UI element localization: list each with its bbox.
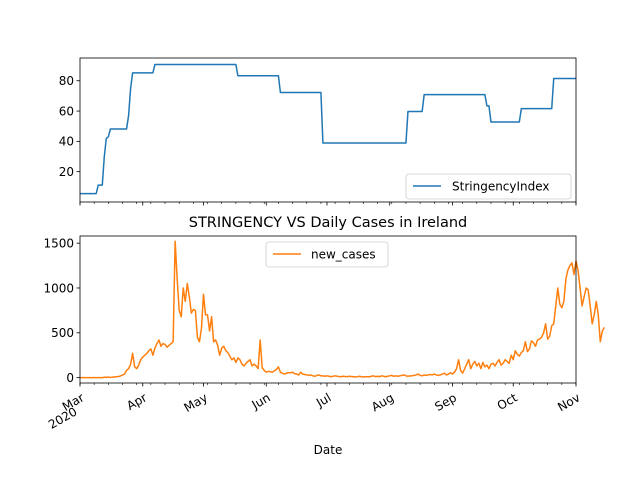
stringency-y-tick-label: 20 (59, 165, 74, 179)
cases-axes-frame (79, 235, 577, 384)
cases-y-tick-label: 1500 (43, 236, 74, 250)
cases-legend: new_cases (265, 241, 389, 268)
cases-y-ticks: 0 500 1000 1500 (43, 236, 80, 385)
cases-y-tick-label: 0 (66, 371, 74, 385)
stringency-y-tick-label: 40 (59, 135, 74, 149)
stringency-subplot: 20 40 60 80 StringencyIndex (59, 57, 577, 206)
cases-y-tick-label: 1000 (43, 281, 74, 295)
stringency-axes-frame (79, 57, 577, 203)
stringency-legend: StringencyIndex (405, 173, 572, 200)
cases-legend-label: new_cases (311, 248, 376, 262)
chart-title: STRINGENCY VS Daily Cases in Ireland (189, 215, 468, 231)
cases-legend-box (265, 241, 389, 268)
cases-y-tick-label: 500 (51, 326, 74, 340)
cases-series-line (80, 240, 605, 379)
stringency-y-ticks: 20 40 60 80 (59, 74, 80, 179)
cases-x-tick-label: Jul (313, 390, 333, 410)
x-axis-label: Date (314, 443, 343, 457)
stringency-legend-label: StringencyIndex (452, 180, 550, 194)
stringency-series-line (80, 63, 576, 195)
stringency-legend-box (405, 173, 572, 200)
stringency-y-tick-label: 60 (59, 104, 74, 118)
stringency-y-tick-label: 80 (59, 74, 74, 88)
